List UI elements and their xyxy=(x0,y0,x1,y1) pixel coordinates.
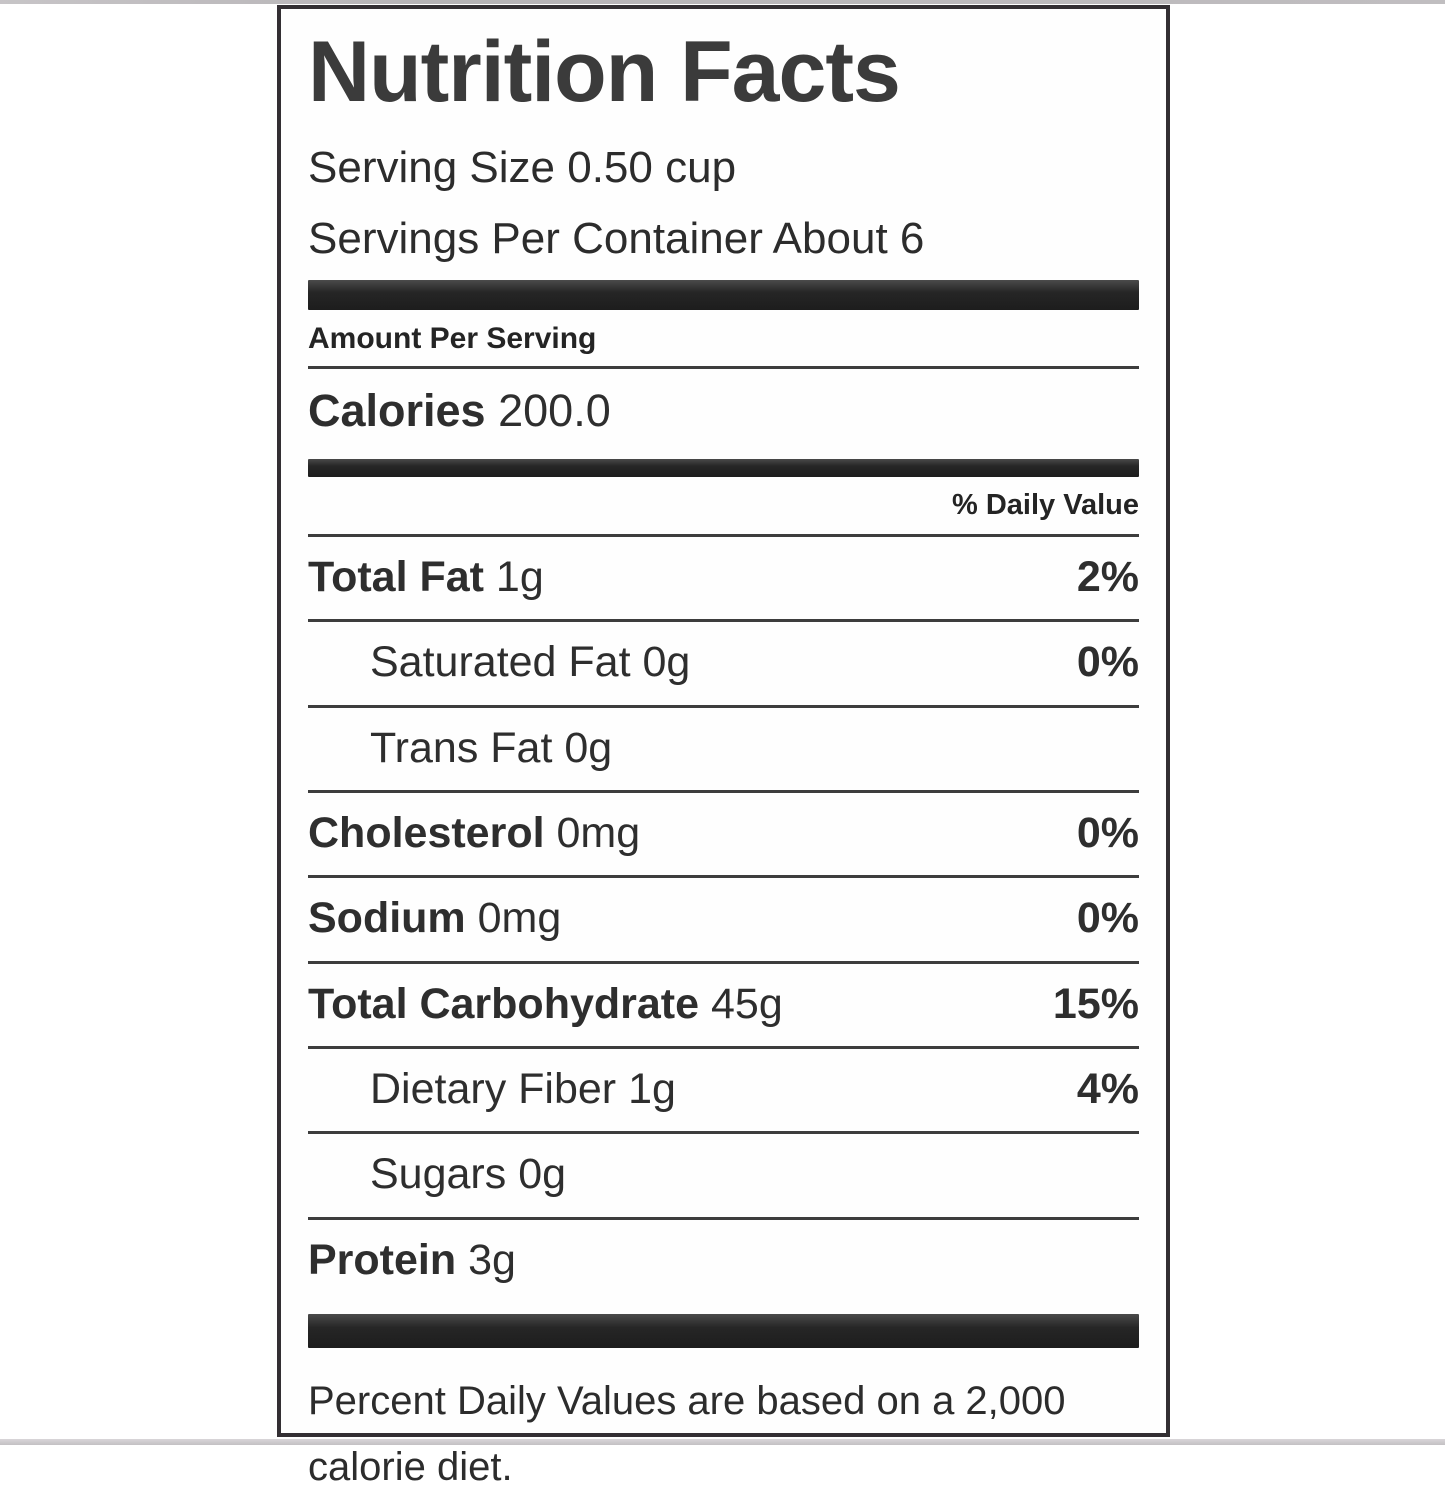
daily-value-footnote: Percent Daily Values are based on a 2,00… xyxy=(308,1368,1098,1500)
servings-per-container-text: Servings Per Container About 6 xyxy=(308,214,1139,265)
nutrient-name: Total Carbohydrate xyxy=(308,980,699,1028)
nutrient-row-total-carbohydrate: Total Carbohydrate 45g 15% xyxy=(308,964,1139,1049)
nutrient-daily-value: 15% xyxy=(1053,981,1139,1028)
nutrient-row-dietary-fiber: Dietary Fiber 1g 4% xyxy=(308,1049,1139,1134)
nutrient-row-saturated-fat: Saturated Fat 0g 0% xyxy=(308,622,1139,707)
nutrient-amount: 3g xyxy=(468,1236,516,1284)
nutrient-amount: 1g xyxy=(496,553,544,601)
nutrient-name: Total Fat xyxy=(308,553,484,601)
nutrient-row-trans-fat: Trans Fat 0g xyxy=(308,708,1139,793)
nutrition-facts-label: Nutrition Facts Serving Size 0.50 cup Se… xyxy=(277,5,1170,1437)
nutrient-amount: 0mg xyxy=(478,894,562,942)
nutrient-amount: 0g xyxy=(643,638,691,686)
nutrient-name: Dietary Fiber xyxy=(370,1065,616,1113)
amount-per-serving-heading: Amount Per Serving xyxy=(308,310,1139,369)
nutrient-amount: 45g xyxy=(711,980,783,1028)
nutrient-name: Sodium xyxy=(308,894,466,942)
thick-separator-bar-bottom xyxy=(308,1314,1139,1348)
nutrient-amount: 0g xyxy=(518,1150,566,1198)
calories-row: Calories 200.0 xyxy=(308,369,1139,459)
nutrient-name: Sugars xyxy=(370,1150,506,1198)
daily-value-header: % Daily Value xyxy=(308,477,1139,537)
nutrient-row-cholesterol: Cholesterol 0mg 0% xyxy=(308,793,1139,878)
nutrient-row-protein: Protein 3g xyxy=(308,1220,1139,1302)
nutrient-name: Cholesterol xyxy=(308,809,545,857)
nutrient-amount: 0g xyxy=(564,724,612,772)
nutrient-daily-value: 4% xyxy=(1077,1066,1139,1113)
nutrient-daily-value: 0% xyxy=(1077,895,1139,942)
nutrient-amount: 1g xyxy=(628,1065,676,1113)
nutrient-row-sodium: Sodium 0mg 0% xyxy=(308,878,1139,963)
nutrient-name: Saturated Fat xyxy=(370,638,631,686)
nutrient-daily-value: 2% xyxy=(1077,554,1139,601)
page-edge-top xyxy=(0,0,1445,4)
nutrient-daily-value: 0% xyxy=(1077,810,1139,857)
calories-value: 200.0 xyxy=(498,385,611,436)
nutrient-name: Protein xyxy=(308,1236,456,1284)
thick-separator-bar-top xyxy=(308,280,1139,310)
nutrient-row-sugars: Sugars 0g xyxy=(308,1134,1139,1219)
calories-label: Calories xyxy=(308,385,486,436)
nutrient-row-total-fat: Total Fat 1g 2% xyxy=(308,537,1139,622)
nutrient-amount: 0mg xyxy=(557,809,641,857)
nutrient-name: Trans Fat xyxy=(370,724,552,772)
serving-size-text: Serving Size 0.50 cup xyxy=(308,143,1139,194)
thick-separator-bar-mid xyxy=(308,459,1139,477)
label-title: Nutrition Facts xyxy=(308,29,1139,115)
nutrient-daily-value: 0% xyxy=(1077,639,1139,686)
